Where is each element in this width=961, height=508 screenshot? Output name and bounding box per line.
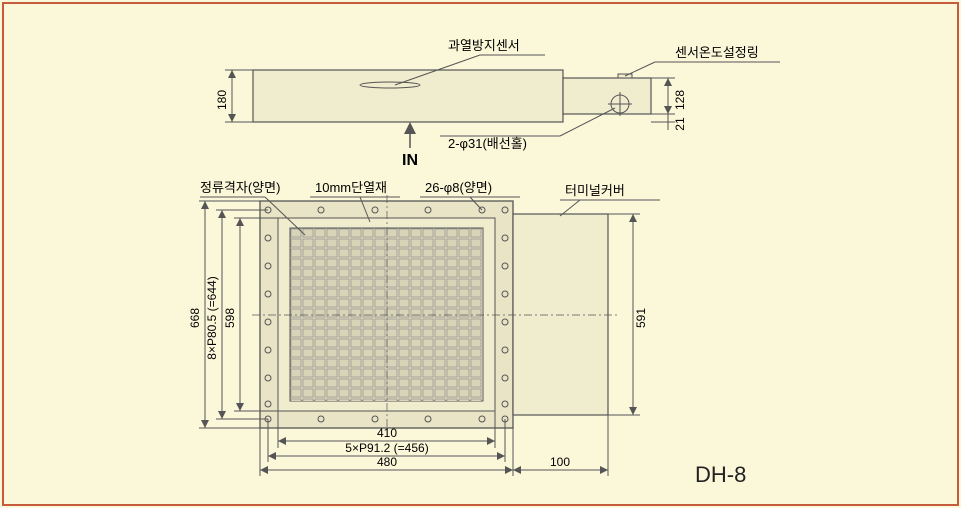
dim-hpitch-text: 8×P80.5 (=644)	[205, 276, 219, 359]
terminal-cover	[513, 214, 608, 415]
ring-label: 센서온도설정링	[675, 45, 759, 60]
dim-wpitch-text: 5×P91.2 (=456)	[345, 441, 428, 455]
in-label: IN	[402, 152, 418, 169]
drawing-canvas: 180 128 21 IN 과열방지센서	[0, 0, 961, 508]
top-ext	[563, 78, 651, 114]
dim-668-text: 668	[188, 308, 202, 328]
terminal-label: 터미널커버	[565, 183, 625, 198]
sensor-label: 과열방지센서	[448, 38, 520, 53]
grid-pattern	[290, 228, 483, 401]
top-body	[253, 70, 563, 122]
dim-100-text: 100	[550, 455, 570, 469]
dim-21-text: 21	[673, 117, 687, 131]
rectifier-label: 정류격자(양면)	[200, 180, 280, 195]
holes-label: 26-φ8(양면)	[425, 180, 492, 195]
dim-480-text: 480	[377, 455, 397, 469]
dim-128-text: 128	[673, 90, 687, 110]
dim-410-text: 410	[377, 426, 397, 440]
dim-591-text: 591	[634, 308, 648, 328]
model-name: DH-8	[695, 462, 746, 487]
dim-180-text: 180	[215, 90, 229, 110]
wiring-label: 2-φ31(배선홀)	[448, 136, 527, 151]
dim-598-text: 598	[223, 308, 237, 328]
insulation-label: 10mm단열재	[315, 180, 387, 195]
